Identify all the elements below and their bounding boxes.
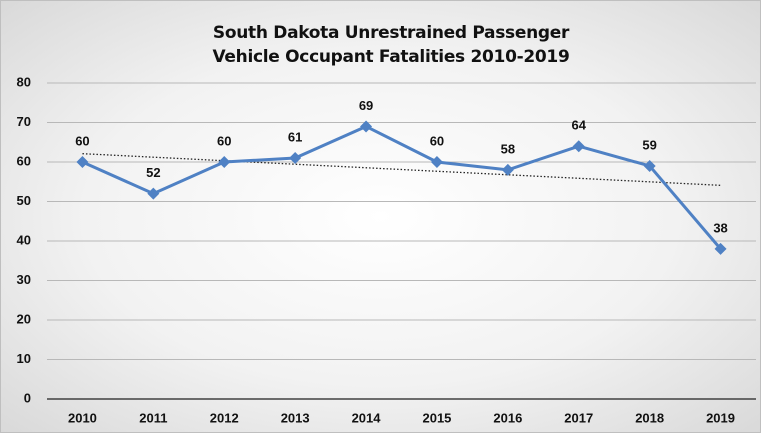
x-tick-label: 2013 — [281, 410, 310, 425]
data-point — [643, 159, 656, 172]
data-label: 52 — [146, 165, 160, 180]
y-tick-label: 30 — [17, 272, 31, 287]
data-point — [147, 187, 160, 200]
data-label: 61 — [288, 129, 302, 144]
x-tick-label: 2014 — [352, 410, 382, 425]
y-tick-label: 10 — [17, 351, 31, 366]
y-tick-label: 60 — [17, 153, 31, 168]
data-label: 38 — [713, 220, 727, 235]
x-tick-label: 2016 — [493, 410, 522, 425]
data-label: 69 — [359, 98, 373, 113]
data-point — [360, 120, 373, 133]
y-tick-label: 70 — [17, 114, 31, 129]
data-label: 60 — [75, 133, 89, 148]
data-point — [714, 242, 727, 255]
x-tick-label: 2018 — [635, 410, 664, 425]
data-label: 58 — [501, 141, 515, 156]
y-tick-label: 80 — [17, 74, 31, 89]
data-label: 64 — [572, 118, 587, 133]
x-tick-label: 2010 — [68, 410, 97, 425]
x-tick-label: 2019 — [706, 410, 735, 425]
trendline — [82, 153, 721, 186]
data-point — [289, 152, 302, 165]
x-tick-label: 2012 — [210, 410, 239, 425]
data-point — [430, 156, 443, 168]
data-label: 59 — [642, 137, 656, 152]
data-point — [572, 140, 585, 153]
x-tick-label: 2017 — [564, 410, 593, 425]
y-tick-label: 40 — [17, 232, 31, 247]
y-tick-label: 20 — [17, 311, 31, 326]
y-tick-label: 0 — [24, 390, 31, 405]
data-label: 60 — [430, 133, 444, 148]
data-point — [218, 156, 231, 168]
series-line — [81, 124, 722, 250]
x-tick-label: 2015 — [422, 410, 451, 425]
x-tick-label: 2011 — [139, 410, 167, 425]
chart-title: South Dakota Unrestrained Passenger Vehi… — [212, 23, 570, 67]
data-point — [501, 163, 514, 176]
data-point — [76, 156, 89, 168]
y-tick-label: 50 — [17, 193, 31, 208]
data-label: 60 — [217, 133, 231, 148]
